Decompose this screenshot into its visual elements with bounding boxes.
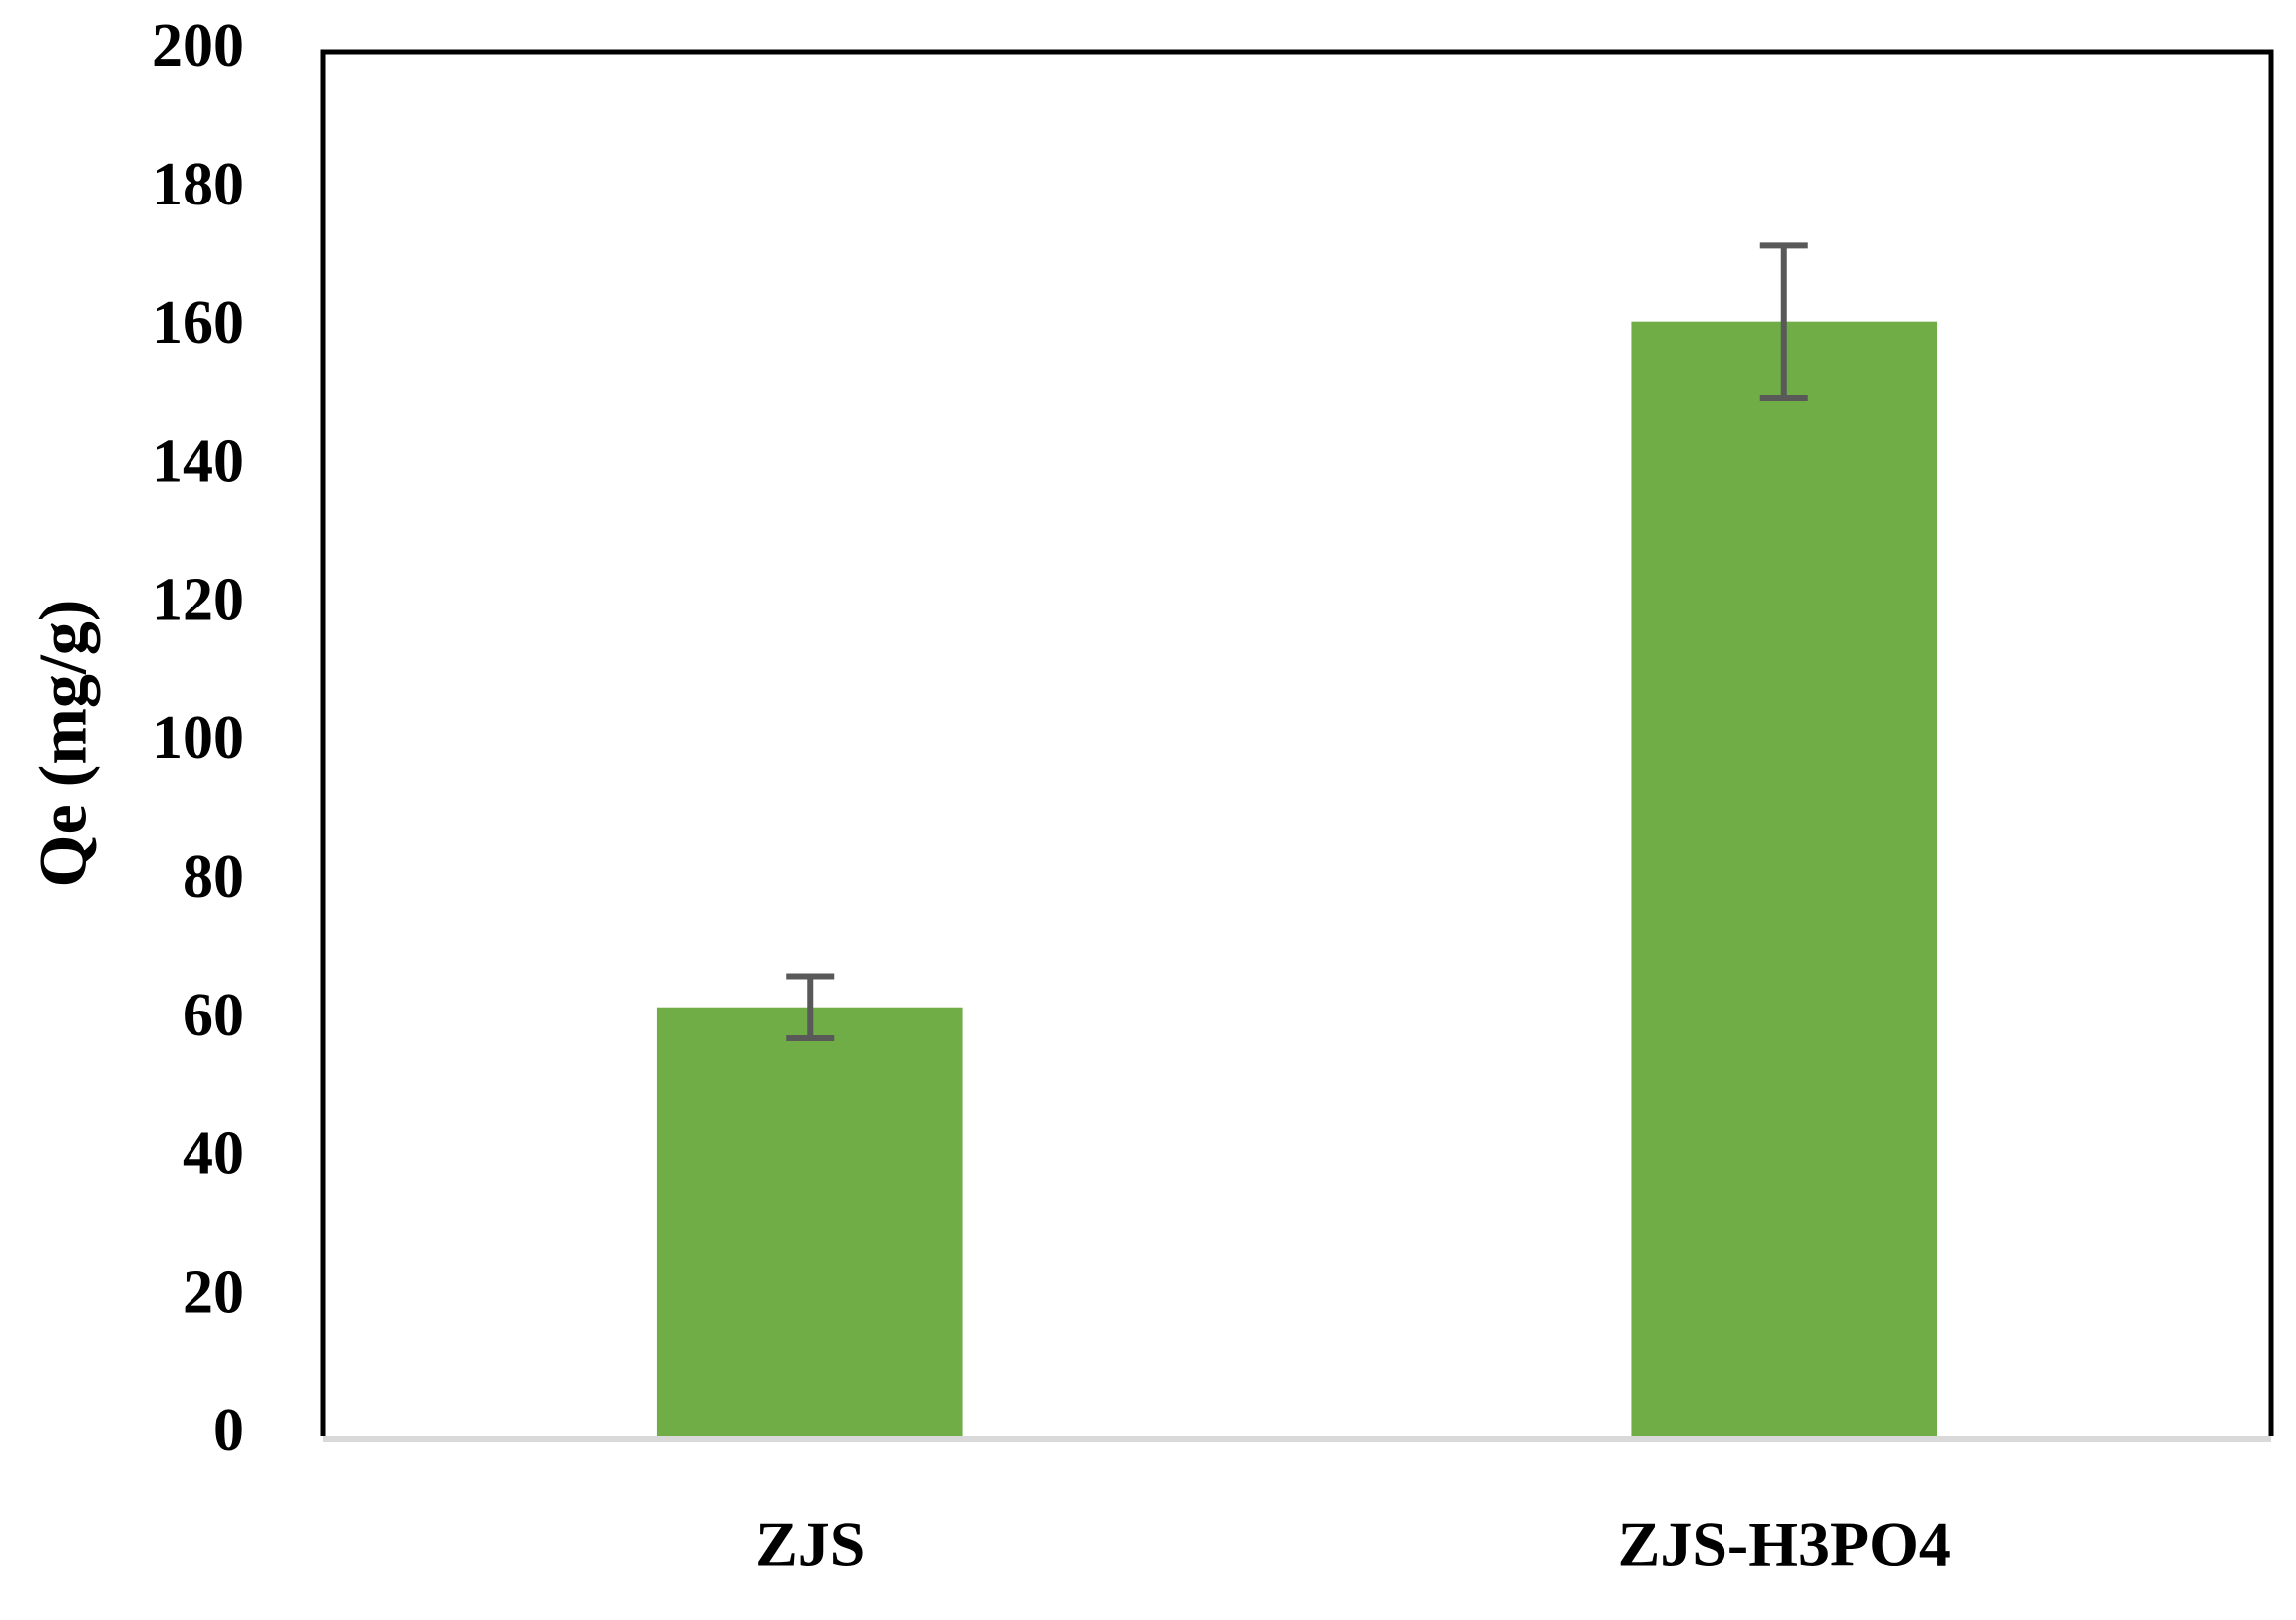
- bar: [1631, 321, 1938, 1436]
- x-tick-label: ZJS: [755, 1509, 865, 1580]
- y-tick-label: 160: [152, 289, 244, 357]
- y-tick-label: 120: [152, 566, 244, 633]
- error-bar: [786, 973, 835, 1041]
- y-tick-label: 0: [213, 1397, 244, 1464]
- error-bar: [1759, 242, 1808, 401]
- y-tick-label: 180: [152, 151, 244, 218]
- y-tick-label: 140: [152, 428, 244, 496]
- y-axis-title: Qe (mg/g): [25, 600, 101, 888]
- y-tick-label: 100: [152, 704, 244, 772]
- y-tick-label: 20: [183, 1258, 244, 1326]
- y-tick-label: 60: [183, 982, 244, 1049]
- y-tick-label: 40: [183, 1120, 244, 1188]
- plot-frame: [320, 49, 2274, 1436]
- y-tick-label: 80: [183, 843, 244, 911]
- bar: [656, 1007, 963, 1436]
- y-tick-label: 200: [152, 12, 244, 80]
- x-tick-label: ZJS-H3PO4: [1618, 1509, 1951, 1580]
